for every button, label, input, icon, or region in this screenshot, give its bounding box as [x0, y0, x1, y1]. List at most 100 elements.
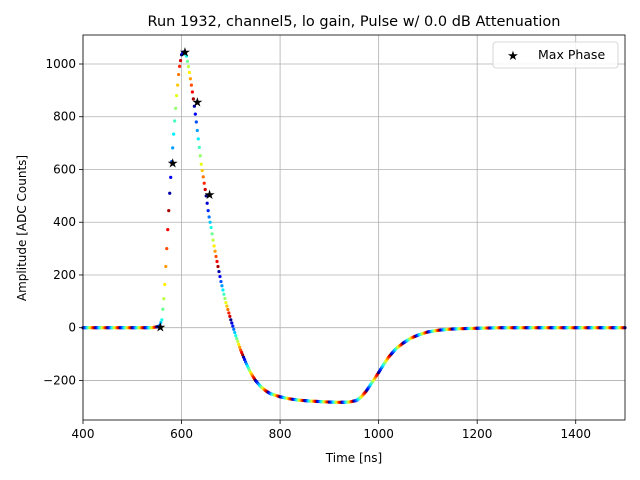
- waveform-point: [230, 321, 234, 325]
- x-tick-label: 1200: [462, 427, 493, 441]
- waveform-point: [229, 318, 233, 322]
- chart-title: Run 1932, channel5, lo gain, Pulse w/ 0.…: [148, 14, 561, 30]
- waveform-point: [171, 146, 175, 150]
- axis-ticks: 400 600 800 1000 1200 1400 −200 0 200 400 600 800 10…: [43, 57, 591, 441]
- waveform-point: [203, 187, 207, 192]
- waveform-point: [185, 59, 190, 63]
- waveform-point: [215, 259, 219, 264]
- waveform-point: [188, 77, 193, 81]
- waveform-point: [209, 225, 213, 230]
- waveform-point: [184, 54, 189, 58]
- waveform-point: [158, 323, 162, 327]
- waveform-point: [168, 191, 172, 195]
- waveform-point: [206, 209, 210, 213]
- waveform-point: [233, 330, 237, 335]
- waveform-point: [238, 345, 242, 349]
- y-tick-label: 400: [53, 215, 76, 229]
- waveform-point: [201, 175, 205, 179]
- waveform-point: [220, 284, 224, 288]
- waveform-point: [165, 247, 169, 251]
- max-phase-marker: ★: [167, 156, 179, 171]
- waveform-point: [211, 238, 215, 242]
- waveform-point: [202, 181, 206, 185]
- x-tick-label: 600: [170, 427, 193, 441]
- waveform-point: [223, 296, 227, 301]
- y-tick-label: 0: [68, 321, 76, 335]
- max-phase-marker: ★: [155, 321, 167, 336]
- waveform-point: [231, 324, 235, 328]
- waveform-point: [169, 175, 173, 179]
- legend-box: [492, 41, 619, 69]
- waveform-point: [187, 70, 192, 75]
- x-tick-label: 1400: [560, 427, 591, 441]
- waveform-point: [190, 90, 194, 94]
- waveform-point: [186, 65, 191, 69]
- y-tick-label: 200: [53, 268, 76, 282]
- x-tick-label: 800: [269, 427, 292, 441]
- waveform-point: [159, 320, 163, 325]
- waveform-point: [222, 292, 226, 296]
- max-phase-marker: ★: [191, 96, 203, 111]
- y-tick-label: 1000: [45, 57, 76, 71]
- waveform-point: [189, 83, 193, 87]
- waveform-point: [170, 159, 174, 164]
- waveform-point: [219, 279, 223, 284]
- y-tick-label: −200: [43, 373, 76, 387]
- waveform-point: [175, 94, 179, 98]
- grid-lines: [82, 35, 625, 420]
- waveform-point: [234, 334, 238, 338]
- waveform-point: [194, 120, 198, 124]
- waveform-point: [200, 168, 204, 173]
- waveform-point: [232, 327, 236, 331]
- waveform-point: [172, 132, 176, 136]
- waveform-point: [198, 154, 202, 158]
- waveform-point: [208, 220, 212, 224]
- waveform-point: [164, 264, 168, 269]
- max-phase-marker: ★: [179, 46, 191, 61]
- waveform-point: [212, 244, 216, 248]
- waveform-point: [173, 119, 177, 123]
- y-tick-label: 800: [53, 110, 76, 124]
- waveform-point: [199, 162, 203, 166]
- waveform-point: [204, 194, 208, 198]
- waveform-point: [221, 288, 225, 292]
- waveform-point: [193, 112, 197, 116]
- waveform-point: [205, 201, 209, 205]
- max-phase-markers: ★ ★ ★ ★ ★: [155, 46, 216, 336]
- waveform-point: [167, 209, 171, 213]
- waveform-point: [227, 311, 231, 315]
- waveform-point: [213, 249, 217, 253]
- waveform-point: [197, 145, 201, 149]
- waveform-point: [226, 307, 230, 312]
- waveform-point: [163, 282, 167, 287]
- waveform-point: [176, 72, 181, 77]
- max-phase-marker: ★: [204, 188, 216, 203]
- legend-star-icon: ★: [507, 49, 519, 64]
- legend-label-max-phase: Max Phase: [538, 47, 605, 62]
- waveform-point: [236, 339, 240, 344]
- waveform-point: [196, 137, 200, 141]
- waveform-point: [176, 83, 180, 87]
- waveform-point: [224, 301, 228, 305]
- waveform-point: [166, 228, 170, 232]
- waveform-point: [207, 215, 211, 219]
- waveform-point: [192, 104, 196, 108]
- waveform-point: [178, 58, 183, 63]
- plot-frame: [82, 34, 626, 421]
- waveform-point: [214, 254, 218, 259]
- waveform-points: [81, 50, 627, 404]
- y-axis-label: Amplitude [ADC Counts]: [15, 155, 29, 301]
- legend: ★ Max Phase: [492, 41, 619, 69]
- waveform-point: [160, 318, 164, 322]
- waveform-point: [225, 304, 229, 308]
- waveform-point: [218, 274, 222, 279]
- waveform-point: [161, 307, 165, 311]
- waveform-point: [210, 232, 214, 236]
- waveform-point: [216, 264, 220, 269]
- x-tick-label: 1000: [363, 427, 394, 441]
- waveform-point: [177, 64, 182, 68]
- waveform-point: [174, 106, 178, 110]
- y-tick-label: 600: [53, 162, 76, 176]
- x-axis-label: Time [ns]: [325, 451, 382, 465]
